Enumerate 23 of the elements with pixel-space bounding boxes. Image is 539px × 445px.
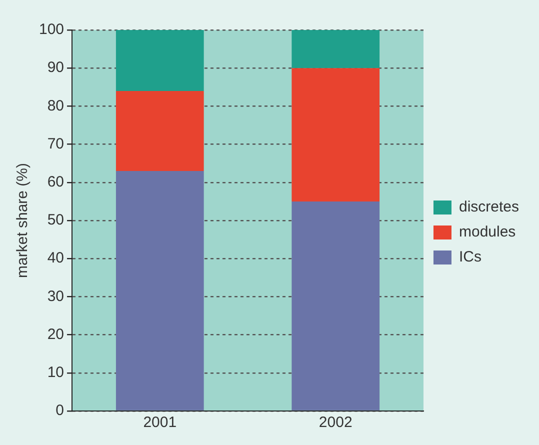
legend-label: modules	[458, 224, 516, 241]
y-axis-title: market share (%)	[14, 162, 32, 278]
y-tick-label: 0	[56, 402, 64, 420]
y-tick-label: 60	[47, 174, 64, 191]
y-tick-label: 50	[47, 212, 64, 229]
legend-label: ICs	[458, 248, 482, 266]
bar	[116, 90, 204, 171]
y-tick-label: 10	[47, 364, 64, 382]
y-tick-label: 30	[47, 288, 64, 305]
bar	[116, 170, 204, 410]
x-tick-label: 2002	[318, 414, 352, 432]
y-tick-label: 40	[47, 250, 64, 267]
bar	[116, 30, 204, 91]
y-tick-label: 90	[47, 59, 64, 76]
y-tick-label: 20	[47, 326, 64, 343]
y-tick-label: 80	[47, 97, 64, 114]
legend-label: discretes	[458, 198, 520, 216]
bar	[292, 68, 380, 202]
y-tick-label: 70	[47, 135, 64, 152]
bar	[292, 30, 380, 68]
bar	[292, 201, 380, 410]
y-tick-label: 100	[38, 21, 64, 38]
x-tick-label: 2001	[143, 414, 177, 432]
